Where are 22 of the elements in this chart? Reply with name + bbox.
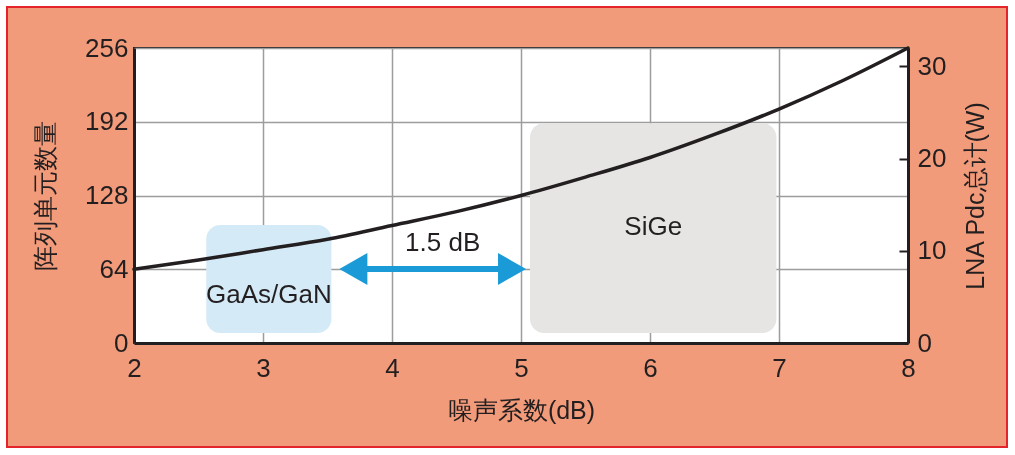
y2-tick-label: 10 xyxy=(917,235,947,266)
x-tick-label: 8 xyxy=(901,352,916,383)
x-tick-label: 3 xyxy=(256,352,271,383)
x-tick-label: 7 xyxy=(772,352,787,383)
band-label: SiGe xyxy=(624,211,683,242)
y2-tick-label: 30 xyxy=(917,50,947,81)
y-tick-label: 128 xyxy=(85,180,129,210)
y2-tick-label: 0 xyxy=(917,327,932,358)
x-tick-label: 2 xyxy=(127,352,142,383)
y2-axis-title: LNA Pdc总计(W) xyxy=(960,102,989,290)
annotation: 1.5 dB xyxy=(405,226,481,257)
x-axis-title: 噪声系数(dB) xyxy=(447,395,596,424)
y-tick-label: 64 xyxy=(99,253,129,284)
x-tick-label: 4 xyxy=(385,352,400,383)
x-tick-label: 5 xyxy=(514,352,529,383)
y-tick-label: 256 xyxy=(85,32,129,63)
y2-tick-label: 20 xyxy=(917,143,947,174)
y-tick-label: 0 xyxy=(114,327,129,358)
y-tick-label: 192 xyxy=(85,106,129,137)
band-label: GaAs/GaN xyxy=(205,278,332,309)
y-axis-title: 阵列单元数量 xyxy=(30,121,59,271)
x-tick-label: 6 xyxy=(643,352,658,383)
